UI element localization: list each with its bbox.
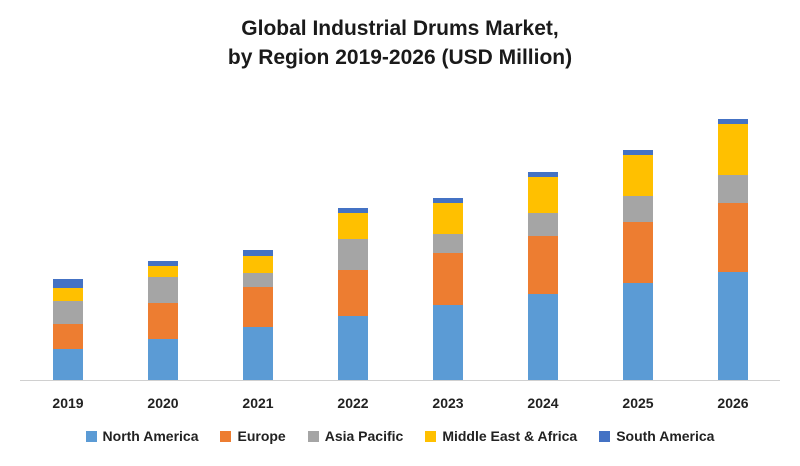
bar-segment-south-america-2024 [528, 172, 558, 177]
bar-segment-south-america-2023 [433, 198, 463, 203]
x-tick-label: 2022 [337, 395, 368, 411]
bar-segment-north-america-2020 [148, 339, 178, 380]
chart-title: Global Industrial Drums Market, by Regio… [0, 14, 800, 72]
x-tick-label: 2024 [527, 395, 558, 411]
bar-segment-middle-east-africa-2024 [528, 177, 558, 213]
bar-segment-asia-pacific-2026 [718, 175, 748, 203]
bar-segment-north-america-2021 [243, 327, 273, 380]
x-tick-label: 2019 [52, 395, 83, 411]
x-tick-label: 2020 [147, 395, 178, 411]
bar-segment-europe-2020 [148, 303, 178, 339]
legend-label: Middle East & Africa [442, 428, 578, 444]
bar-segment-middle-east-africa-2026 [718, 124, 748, 175]
bar-segment-south-america-2025 [623, 150, 653, 155]
bar-segment-europe-2021 [243, 287, 273, 327]
legend-label: Asia Pacific [324, 428, 404, 444]
chart-title-line2: by Region 2019-2026 (USD Million) [227, 46, 573, 69]
bar-segment-asia-pacific-2023 [433, 234, 463, 253]
bar-segment-north-america-2019 [53, 349, 83, 380]
bar-segment-north-america-2023 [433, 305, 463, 380]
bar-segment-north-america-2025 [623, 283, 653, 380]
chart-legend: North America Europe Asia Pacific Middle Ea… [0, 428, 800, 444]
legend-label: Europe [237, 428, 286, 444]
bar-segment-middle-east-africa-2019 [53, 288, 83, 301]
bar-segment-europe-2025 [623, 222, 653, 283]
bar-segment-europe-2026 [718, 203, 748, 272]
x-tick-label: 2021 [242, 395, 273, 411]
legend-label: South America [616, 428, 715, 444]
bar-segment-middle-east-africa-2020 [148, 266, 178, 277]
x-tick-label: 2025 [622, 395, 653, 411]
bar-segment-south-america-2022 [338, 208, 368, 213]
legend-item: Asia Pacific [307, 428, 404, 444]
bar-segment-asia-pacific-2024 [528, 213, 558, 236]
legend-item: North America [85, 428, 199, 444]
bar-segment-asia-pacific-2019 [53, 301, 83, 324]
bar-segment-europe-2019 [53, 324, 83, 349]
legend-item: Middle East & Africa [425, 428, 577, 444]
bar-segment-asia-pacific-2021 [243, 273, 273, 287]
x-tick-label: 2023 [432, 395, 463, 411]
bar-segment-middle-east-africa-2025 [623, 155, 653, 196]
legend-swatch [307, 430, 319, 442]
bar-segment-south-america-2019 [53, 279, 83, 288]
bar-segment-south-america-2020 [148, 261, 178, 266]
legend-label: North America [102, 428, 199, 444]
bar-segment-north-america-2022 [338, 316, 368, 380]
legend-item: South America [599, 428, 714, 444]
legend-swatch [599, 430, 611, 442]
bar-segment-asia-pacific-2020 [148, 277, 178, 303]
bar-segment-asia-pacific-2022 [338, 239, 368, 270]
legend-swatch [220, 430, 232, 442]
bar-segment-middle-east-africa-2022 [338, 213, 368, 239]
bar-segment-asia-pacific-2025 [623, 196, 653, 222]
bar-segment-middle-east-africa-2023 [433, 203, 463, 234]
legend-item: Europe [220, 428, 286, 444]
bar-segment-europe-2024 [528, 236, 558, 294]
bar-segment-europe-2022 [338, 270, 368, 316]
bar-segment-south-america-2021 [243, 250, 273, 256]
bar-segment-north-america-2024 [528, 294, 558, 380]
bar-segment-middle-east-africa-2021 [243, 256, 273, 273]
chart-title-line1: Global Industrial Drums Market, [241, 17, 559, 40]
bar-segment-north-america-2026 [718, 272, 748, 380]
x-tick-label: 2026 [717, 395, 748, 411]
bar-segment-south-america-2026 [718, 119, 748, 124]
legend-swatch [425, 430, 437, 442]
legend-swatch [85, 430, 97, 442]
bar-segment-europe-2023 [433, 253, 463, 305]
